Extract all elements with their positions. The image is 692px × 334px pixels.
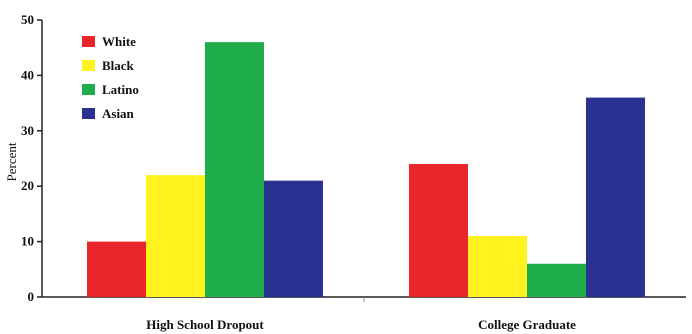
legend-swatch-black: [82, 60, 95, 71]
y-tick-label: 40: [21, 67, 34, 82]
category-labels: High School Dropout College Graduate: [146, 317, 576, 332]
bar-latino: [205, 42, 264, 297]
y-tick-label: 10: [21, 234, 34, 249]
y-tick-label: 50: [21, 12, 34, 27]
bar-white: [409, 164, 468, 297]
legend-swatch-latino: [82, 84, 95, 95]
bar-white: [87, 241, 146, 297]
bar-black: [468, 236, 527, 297]
y-ticks: 0 10 20 30 40 50: [21, 12, 42, 304]
x-tick-label: College Graduate: [478, 317, 576, 332]
legend-label-latino: Latino: [102, 82, 139, 97]
y-tick-label: 0: [28, 289, 35, 304]
legend-label-black: Black: [102, 58, 135, 73]
legend-label-white: White: [102, 34, 136, 49]
y-tick-label: 30: [21, 123, 34, 138]
y-tick-label: 20: [21, 178, 34, 193]
bars: [87, 42, 645, 297]
legend-swatch-white: [82, 36, 95, 47]
bar-black: [146, 175, 205, 297]
y-axis-label: Percent: [4, 142, 19, 181]
x-tick-label: High School Dropout: [146, 317, 264, 332]
bar-asian: [586, 97, 645, 297]
legend-label-asian: Asian: [102, 106, 135, 121]
bar-asian: [264, 180, 323, 297]
bar-latino: [527, 263, 586, 297]
legend-swatch-asian: [82, 108, 95, 119]
legend: White Black Latino Asian: [82, 34, 139, 121]
